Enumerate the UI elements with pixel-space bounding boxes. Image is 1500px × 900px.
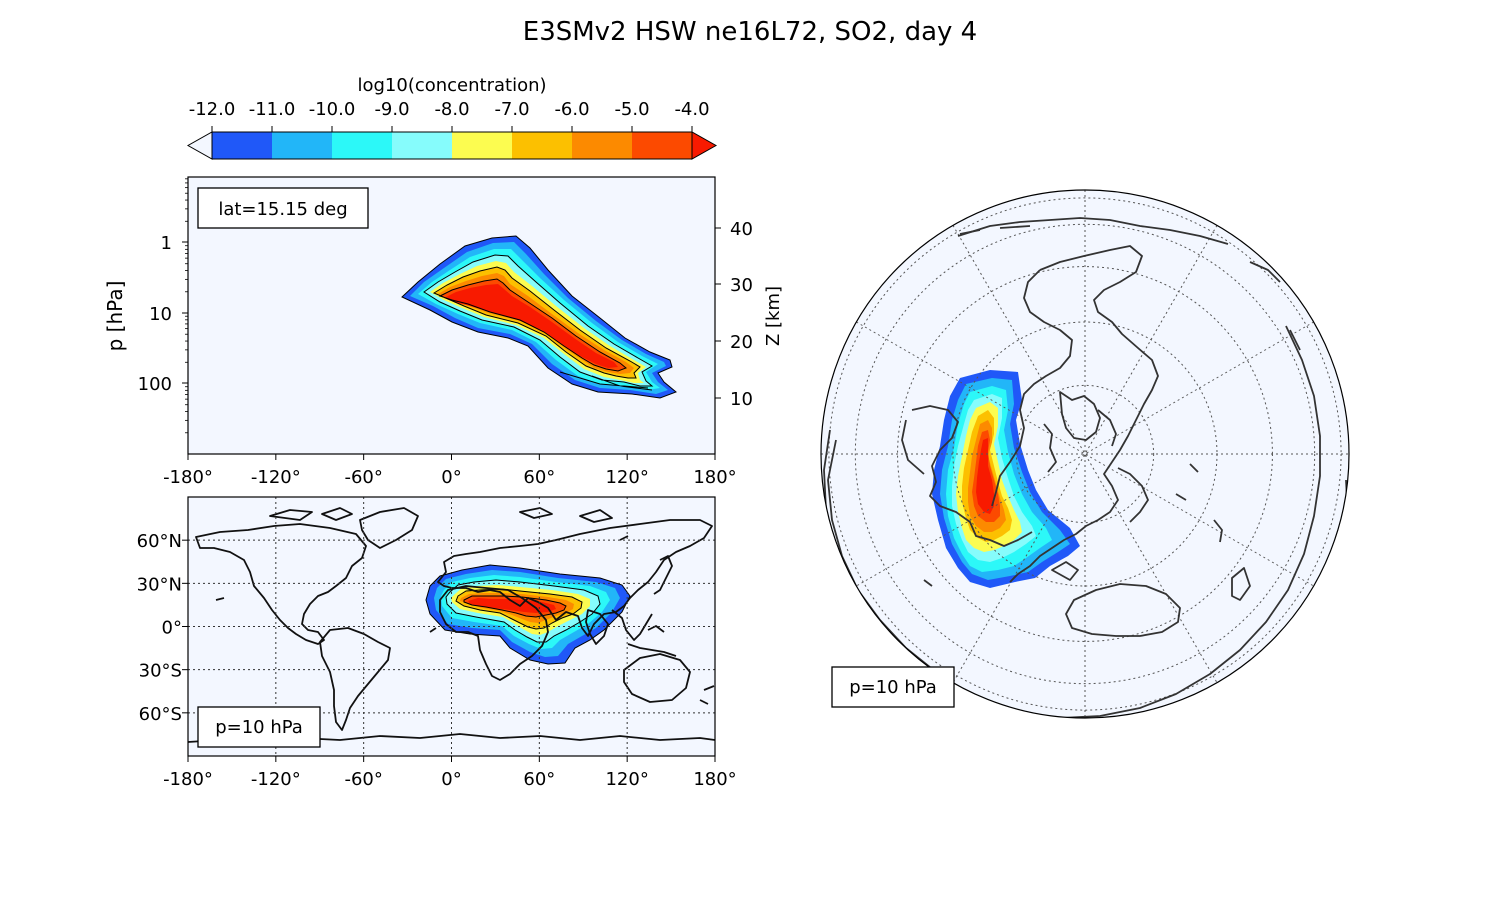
colorbar-block <box>212 132 273 159</box>
cross-section-x-ticks: -180° -120° -60° 0° 60° 120° 180° <box>163 454 737 488</box>
y-tick-label: 30°S <box>139 661 182 682</box>
figure-title: E3SMv2 HSW ne16L72, SO2, day 4 <box>523 17 977 47</box>
globe-gridlines <box>821 190 1349 718</box>
cross-section-annotation: lat=15.15 deg <box>197 187 369 229</box>
colorbar-tick-label: -5.0 <box>614 99 649 120</box>
colorbar-under-extension <box>186 131 213 160</box>
x-tick-label: -60° <box>344 467 382 488</box>
y-axis-label-pressure: p [hPa] <box>103 281 127 352</box>
y-tick-label: 60°N <box>137 531 182 552</box>
ytick-right-20: 20 <box>730 332 753 353</box>
x-tick-label: 120° <box>605 467 648 488</box>
y-tick-label: 60°S <box>139 704 182 725</box>
y-tick-label: 30°N <box>137 574 182 595</box>
globe-parallel <box>828 197 1342 711</box>
y-axis-label-height: Z [km] <box>763 286 784 346</box>
x-tick-label: 0° <box>441 467 461 488</box>
colorbar: log10(concentration) -12.0 -11.0 -10.0 -9.0… <box>186 75 718 160</box>
annotation-latitude: lat=15.15 deg <box>218 199 347 220</box>
x-tick-label: -180° <box>163 467 213 488</box>
ytick-label-p10: 10 <box>149 304 172 325</box>
plume-core <box>444 284 618 368</box>
x-tick-label: -120° <box>251 769 301 790</box>
colorbar-over-extension <box>691 131 718 160</box>
globe-background <box>821 190 1349 718</box>
colorbar-tick-labels: -12.0 -11.0 -10.0 -9.0 -8.0 -7.0 -6.0 -5.0 -4.0 <box>189 99 710 132</box>
map-y-ticks: 60°N 30°N 0° 30°S 60°S <box>137 531 188 725</box>
annotation-pressure-globe: p=10 hPa <box>849 677 937 698</box>
colorbar-label: log10(concentration) <box>357 75 546 96</box>
colorbar-tick-label: -10.0 <box>309 99 356 120</box>
colorbar-block <box>332 132 393 159</box>
globe-meridian <box>952 225 1218 683</box>
globe-parallel <box>854 223 1316 685</box>
x-tick-label: 180° <box>693 467 736 488</box>
globe-meridian <box>952 225 1218 683</box>
ytick-label-p1: 1 <box>161 233 172 254</box>
map-plume-contours <box>425 564 631 665</box>
colorbar-tick-label: -8.0 <box>434 99 469 120</box>
globe-annotation: p=10 hPa <box>831 666 955 708</box>
colorbar-block <box>572 132 633 159</box>
colorbar-tick-label: -4.0 <box>674 99 709 120</box>
x-tick-label: -60° <box>344 769 382 790</box>
cross-section-minor-ticks <box>185 178 188 434</box>
x-tick-label: 120° <box>605 769 648 790</box>
colorbar-block <box>392 132 453 159</box>
globe-outline <box>820 189 1350 719</box>
globe-meridian <box>856 321 1314 587</box>
ytick-label-p100: 100 <box>138 374 172 395</box>
colorbar-block <box>272 132 333 159</box>
map-annotation: p=10 hPa <box>197 706 321 748</box>
x-tick-label: -180° <box>163 769 213 790</box>
map-x-ticks: -180° -120° -60° 0° 60° 120° 180° <box>163 756 737 790</box>
map-panel: -180° -120° -60° 0° 60° 120° 180° 60°N 30°N 0° 30… <box>137 496 737 790</box>
colorbar-block <box>632 132 693 159</box>
colorbar-tick-label: -6.0 <box>554 99 589 120</box>
ytick-right-10: 10 <box>730 389 753 410</box>
colorbar-block <box>452 132 513 159</box>
annotation-pressure-map: p=10 hPa <box>215 717 303 738</box>
colorbar-tick-label: -7.0 <box>494 99 529 120</box>
globe-plume-core <box>976 438 994 514</box>
globe-panel: p=10 hPa <box>820 189 1350 719</box>
cross-section-panel: -180° -120° -60° 0° 60° 120° 180° 1 10 100 10 … <box>103 176 784 488</box>
map-plume <box>425 564 631 665</box>
map-plume-core <box>468 598 556 613</box>
colorbar-blocks <box>212 132 693 159</box>
colorbar-block <box>512 132 573 159</box>
x-tick-label: -120° <box>251 467 301 488</box>
x-tick-label: 60° <box>523 467 555 488</box>
plume-contour-lines <box>401 235 677 399</box>
cross-section-plume <box>401 235 677 399</box>
x-tick-label: 60° <box>523 769 555 790</box>
colorbar-tick-label: -9.0 <box>374 99 409 120</box>
ytick-right-30: 30 <box>730 275 753 296</box>
y-tick-label: 0° <box>162 618 182 639</box>
colorbar-tick-label: -11.0 <box>249 99 296 120</box>
colorbar-frame <box>211 131 693 160</box>
cross-section-y-ticks: 1 10 100 <box>138 178 188 434</box>
cross-section-right-ticks: 10 20 30 40 <box>715 219 753 410</box>
colorbar-tick-label: -12.0 <box>189 99 236 120</box>
ytick-right-40: 40 <box>730 219 753 240</box>
x-tick-label: 0° <box>441 769 461 790</box>
x-tick-label: 180° <box>693 769 736 790</box>
